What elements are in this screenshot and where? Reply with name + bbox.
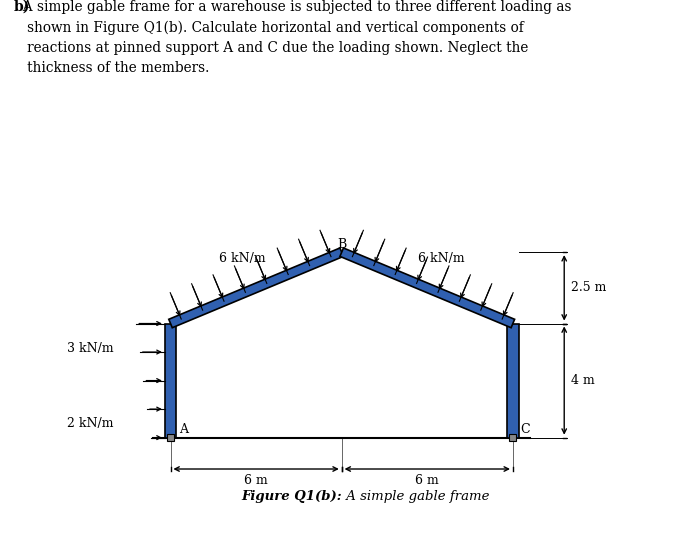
Polygon shape [164,323,176,438]
Text: A simple gable frame for a warehouse is subjected to three different loading as
: A simple gable frame for a warehouse is … [14,0,572,75]
Polygon shape [507,323,519,438]
Polygon shape [167,434,174,441]
Text: B: B [337,238,346,251]
Text: A: A [179,423,188,436]
Text: 6 kN/m: 6 kN/m [219,252,265,265]
Polygon shape [510,434,516,441]
Text: 4 m: 4 m [572,374,595,387]
Text: 6 m: 6 m [415,474,439,487]
Text: 6 m: 6 m [244,474,268,487]
Text: 3 kN/m: 3 kN/m [67,342,114,355]
Text: b): b) [14,0,30,14]
Text: 6 kN/m: 6 kN/m [418,252,465,265]
Polygon shape [340,248,514,328]
Text: Figure Q1(b):: Figure Q1(b): [241,490,342,503]
Text: C: C [520,423,530,436]
Polygon shape [169,248,344,328]
Text: 2 kN/m: 2 kN/m [67,417,114,431]
Text: A simple gable frame: A simple gable frame [342,490,489,503]
Text: 2.5 m: 2.5 m [572,282,606,294]
